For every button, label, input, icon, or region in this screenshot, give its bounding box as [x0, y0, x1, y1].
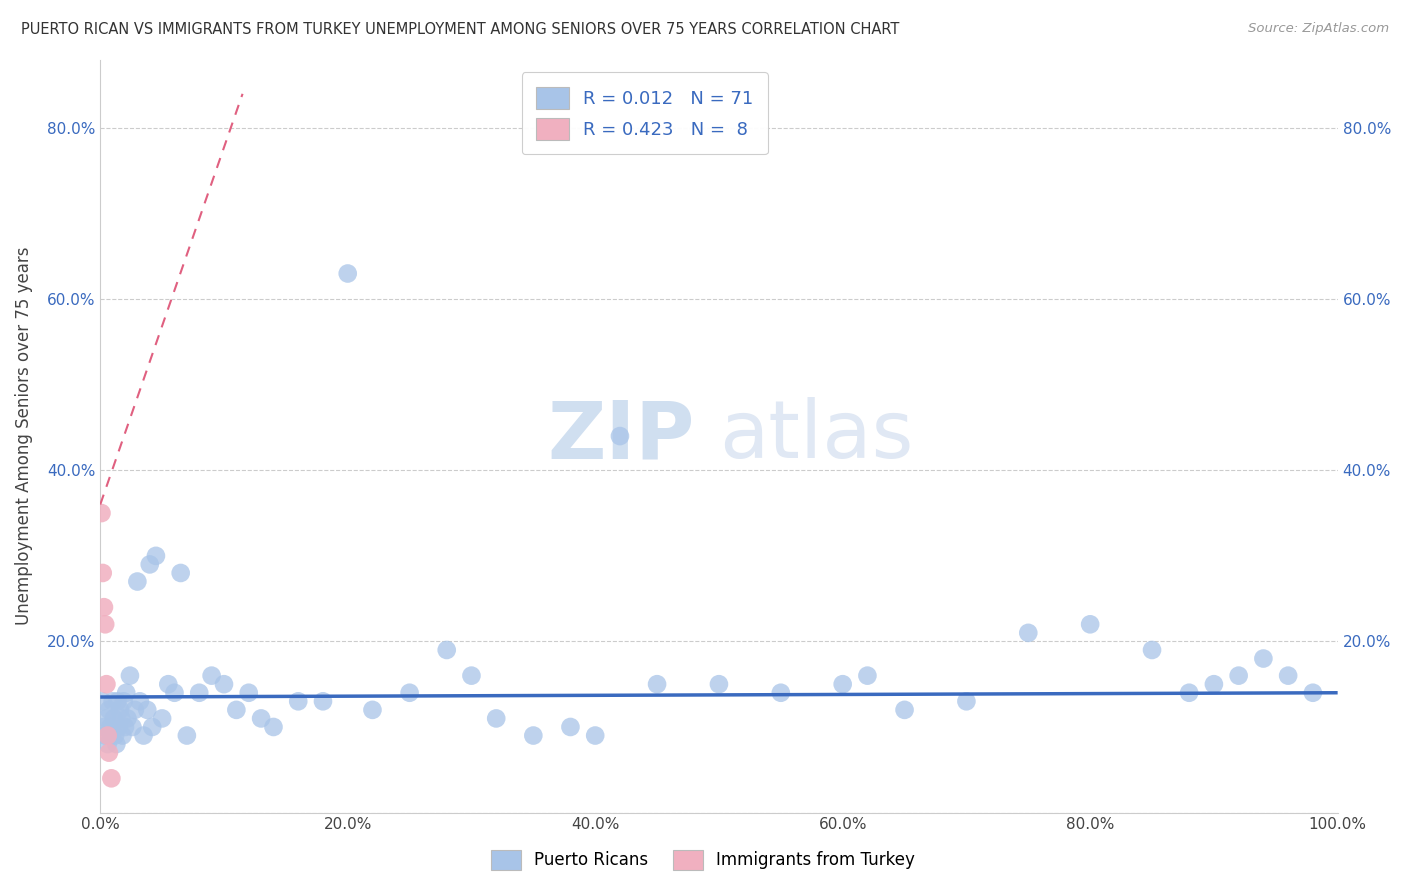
Point [93, 600, 115, 615]
Point [91, 566, 114, 580]
Point [103, 711, 125, 725]
Point [97, 729, 120, 743]
Point [1277, 668, 1299, 682]
Point [121, 720, 143, 734]
Point [583, 729, 606, 743]
Point [110, 711, 132, 725]
Point [100, 772, 122, 786]
Text: atlas: atlas [718, 397, 914, 475]
Point [108, 720, 131, 734]
Point [522, 729, 544, 743]
Point [460, 668, 482, 682]
Point [707, 677, 730, 691]
Point [97, 746, 120, 760]
Point [361, 703, 384, 717]
Point [127, 574, 149, 589]
Point [100, 729, 122, 743]
Point [163, 686, 186, 700]
Point [111, 729, 134, 743]
Point [136, 703, 159, 717]
Point [94, 617, 117, 632]
Point [94, 729, 117, 743]
Point [645, 677, 668, 691]
Point [117, 711, 139, 725]
Point [1253, 651, 1275, 665]
Point [485, 711, 508, 725]
Point [108, 703, 131, 717]
Point [769, 686, 792, 700]
Point [1302, 686, 1324, 700]
Point [105, 737, 128, 751]
Point [104, 729, 127, 743]
Point [115, 686, 138, 700]
Point [114, 720, 136, 734]
Point [312, 694, 335, 708]
Point [112, 694, 135, 708]
Point [1078, 617, 1101, 632]
Legend: R = 0.012   N = 71, R = 0.423   N =  8: R = 0.012 N = 71, R = 0.423 N = 8 [522, 72, 768, 154]
Point [96, 677, 118, 691]
Point [97, 703, 120, 717]
Point [141, 720, 163, 734]
Point [398, 686, 420, 700]
Point [1140, 643, 1163, 657]
Point [436, 643, 458, 657]
Point [107, 694, 129, 708]
Point [955, 694, 977, 708]
Point [93, 720, 115, 734]
Legend: Puerto Ricans, Immigrants from Turkey: Puerto Ricans, Immigrants from Turkey [484, 843, 922, 877]
Point [96, 711, 118, 725]
Point [250, 711, 273, 725]
Point [893, 703, 915, 717]
Point [150, 711, 173, 725]
Point [124, 703, 146, 717]
Point [128, 694, 150, 708]
Point [157, 677, 180, 691]
Text: ZIP: ZIP [547, 397, 695, 475]
Point [609, 429, 631, 443]
Text: Source: ZipAtlas.com: Source: ZipAtlas.com [1249, 22, 1389, 36]
Point [856, 668, 879, 682]
Point [1178, 686, 1201, 700]
Point [238, 686, 260, 700]
Point [1227, 668, 1250, 682]
Point [263, 720, 285, 734]
Point [201, 668, 224, 682]
Point [132, 729, 155, 743]
Point [118, 668, 141, 682]
Point [188, 686, 211, 700]
Point [560, 720, 582, 734]
Point [176, 729, 198, 743]
Point [831, 677, 853, 691]
Point [145, 549, 167, 563]
Y-axis label: Unemployment Among Seniors over 75 years: Unemployment Among Seniors over 75 years [15, 247, 32, 625]
Point [1017, 625, 1039, 640]
Point [101, 694, 124, 708]
Point [97, 737, 120, 751]
Point [90, 506, 112, 520]
Point [98, 720, 121, 734]
Point [212, 677, 235, 691]
Point [225, 703, 247, 717]
Point [91, 694, 114, 708]
Text: PUERTO RICAN VS IMMIGRANTS FROM TURKEY UNEMPLOYMENT AMONG SENIORS OVER 75 YEARS : PUERTO RICAN VS IMMIGRANTS FROM TURKEY U… [21, 22, 900, 37]
Point [139, 558, 162, 572]
Point [336, 267, 359, 281]
Point [287, 694, 309, 708]
Point [170, 566, 193, 580]
Point [1202, 677, 1225, 691]
